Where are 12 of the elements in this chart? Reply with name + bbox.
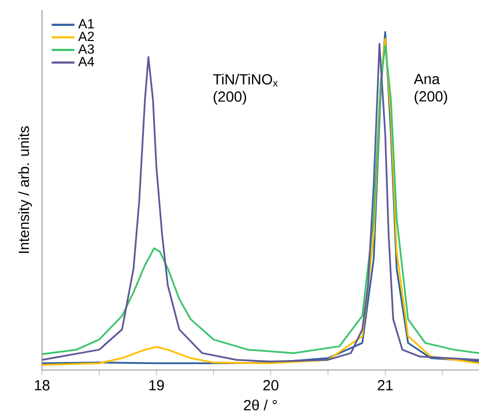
x-tick-label: 20 bbox=[263, 380, 278, 390]
x-tick-label: 19 bbox=[149, 380, 164, 390]
x-tick-label: 21 bbox=[378, 380, 393, 390]
x-tick-label: 18 bbox=[34, 380, 50, 390]
y-axis-title: Intensity / arb. units bbox=[18, 126, 32, 253]
legend-label: A1 bbox=[78, 19, 94, 28]
annotation: Ana (200) bbox=[414, 74, 448, 104]
legend-label: A3 bbox=[78, 44, 94, 54]
legend-label: A4 bbox=[78, 56, 94, 66]
x-axis-title: 2θ / ° bbox=[244, 400, 277, 410]
text: TiN/TiNO$_{x}$ (200) bbox=[213, 74, 278, 105]
legend-label: A2 bbox=[78, 32, 94, 42]
